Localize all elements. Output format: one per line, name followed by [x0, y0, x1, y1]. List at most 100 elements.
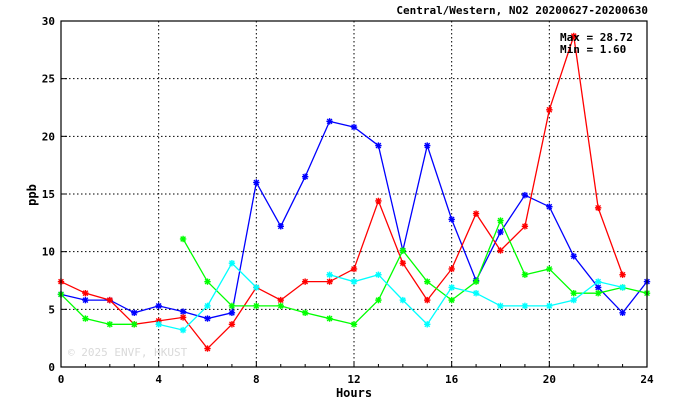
data-point [424, 296, 431, 304]
data-point [179, 326, 187, 334]
data-point [497, 217, 504, 224]
data-point [326, 278, 333, 285]
data-point [570, 253, 577, 260]
x-tick-label: 4 [155, 373, 162, 386]
series-layer [57, 32, 651, 352]
data-point [350, 265, 358, 273]
y-axis-title: ppb [25, 184, 39, 206]
data-point [448, 216, 455, 223]
data-point [204, 302, 211, 310]
data-point [424, 142, 431, 149]
data-point [155, 321, 162, 328]
data-point [204, 278, 211, 285]
data-point [155, 302, 162, 310]
data-point [106, 321, 114, 328]
data-point [497, 247, 504, 254]
data-point [301, 278, 309, 285]
data-point [594, 204, 602, 212]
data-point [546, 302, 553, 310]
data-point [448, 296, 455, 304]
x-tick-label: 16 [445, 373, 459, 386]
y-tick-label: 10 [42, 246, 55, 259]
data-point [253, 284, 260, 291]
tick-layer: 0 4 8 12 16 20 24 0 5 10 15 20 25 30 [42, 15, 654, 386]
data-point [179, 314, 187, 321]
series-1 [57, 32, 626, 352]
data-point [106, 296, 114, 304]
data-point [277, 302, 284, 310]
data-point [375, 296, 382, 304]
series-line [60, 293, 135, 325]
data-point [472, 289, 480, 297]
data-point [424, 321, 431, 328]
data-point [350, 278, 358, 285]
data-point [619, 284, 626, 291]
data-point [521, 223, 529, 230]
x-tick-label: 24 [640, 373, 654, 386]
data-point [399, 247, 407, 254]
data-point [472, 210, 480, 217]
data-point [546, 106, 553, 114]
x-tick-label: 20 [543, 373, 556, 386]
y-tick-label: 0 [48, 361, 55, 374]
series-line [182, 218, 648, 326]
y-tick-label: 15 [42, 188, 55, 201]
data-point [204, 315, 211, 322]
data-point [326, 315, 333, 322]
series-3 [155, 260, 626, 334]
data-point [472, 278, 480, 285]
data-point [131, 309, 138, 316]
max-label: Max = 28.72 [560, 31, 633, 44]
x-axis-title: Hours [336, 386, 372, 400]
series-line [60, 120, 648, 320]
data-point [497, 302, 504, 310]
data-point [228, 309, 236, 316]
data-point [277, 223, 284, 230]
data-point [594, 284, 602, 291]
y-tick-label: 5 [48, 303, 55, 316]
data-point [301, 173, 309, 180]
data-point [253, 302, 260, 310]
data-point [375, 142, 382, 149]
x-tick-label: 8 [253, 373, 260, 386]
y-tick-label: 25 [42, 73, 55, 86]
data-point [375, 197, 382, 205]
data-point [82, 296, 89, 304]
data-point [570, 296, 577, 304]
watermark: © 2025 ENVF, HKUST [68, 346, 188, 359]
data-point [570, 32, 577, 40]
data-point [521, 271, 529, 278]
data-point [619, 309, 626, 316]
data-point [228, 260, 236, 267]
data-point [594, 289, 602, 297]
data-point [497, 228, 504, 236]
x-tick-label: 12 [347, 373, 360, 386]
data-point [350, 123, 358, 131]
data-point [228, 302, 236, 310]
data-point [448, 284, 455, 291]
series-line [60, 35, 624, 350]
data-point [521, 302, 529, 310]
data-point [277, 296, 284, 304]
data-point [82, 289, 89, 297]
chart-title: Central/Western, NO2 20200627-20200630 [396, 4, 648, 17]
data-point [326, 118, 333, 125]
grid-layer [61, 21, 647, 367]
data-point [131, 321, 138, 328]
data-point [448, 265, 455, 273]
y-tick-label: 20 [42, 130, 55, 143]
data-point [424, 278, 431, 285]
data-point [546, 203, 553, 210]
data-point [399, 296, 407, 304]
data-point [179, 308, 187, 315]
data-point [82, 315, 89, 322]
y-tick-label: 30 [42, 15, 55, 28]
series-2 [57, 217, 651, 328]
data-point [521, 191, 529, 199]
data-point [594, 278, 602, 285]
data-point [253, 179, 260, 186]
data-point [546, 265, 553, 273]
data-point [179, 235, 187, 243]
